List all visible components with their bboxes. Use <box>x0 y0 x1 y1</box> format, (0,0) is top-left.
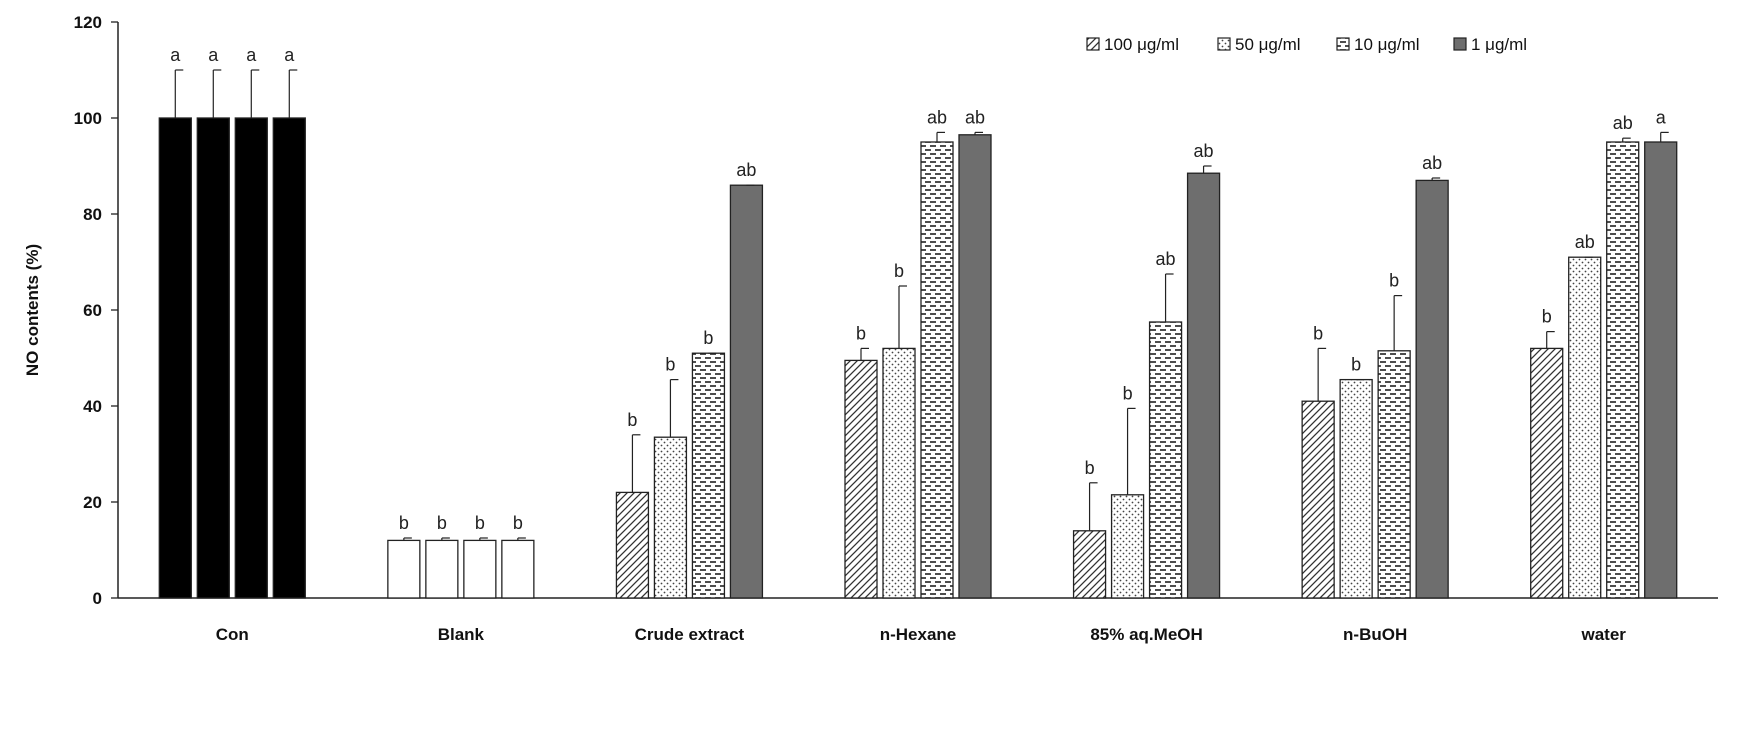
data-label: ab <box>1156 249 1176 269</box>
bar <box>1606 141 1640 599</box>
x-category-label: Blank <box>438 625 485 644</box>
y-tick-label: 40 <box>83 397 102 416</box>
x-category-label: Con <box>216 625 249 644</box>
bar <box>653 436 688 599</box>
data-label: a <box>208 45 219 65</box>
data-label: b <box>627 410 637 430</box>
y-tick-label: 60 <box>83 301 102 320</box>
bar <box>158 117 192 599</box>
bar <box>958 134 992 599</box>
data-label: b <box>665 355 675 375</box>
bar <box>501 539 535 599</box>
legend: 100 μg/ml 50 μg/ml 10 μg/ml 1 μg/ml <box>1086 35 1527 54</box>
y-tick-label: 20 <box>83 493 102 512</box>
data-label: ab <box>1194 141 1214 161</box>
x-category-label: water <box>1581 625 1627 644</box>
data-label: b <box>399 513 409 533</box>
bar <box>425 539 459 599</box>
bars <box>158 69 1678 599</box>
data-label: b <box>513 513 523 533</box>
bar <box>463 539 497 599</box>
data-label: a <box>284 45 295 65</box>
data-label: b <box>1313 323 1323 343</box>
bar <box>844 359 878 599</box>
bar <box>1377 350 1411 599</box>
bar <box>691 352 726 599</box>
bar <box>1644 141 1678 599</box>
data-label: b <box>1123 383 1133 403</box>
x-category-label: n-BuOH <box>1343 625 1407 644</box>
data-label: ab <box>927 107 947 127</box>
bar <box>1186 172 1221 599</box>
bar <box>387 539 421 599</box>
data-label: b <box>1389 271 1399 291</box>
bar <box>1568 256 1602 599</box>
bar <box>1415 179 1449 599</box>
data-label: ab <box>736 160 756 180</box>
x-category-label: 85% aq.MeOH <box>1090 625 1202 644</box>
bar <box>1339 378 1373 599</box>
bar <box>882 347 916 599</box>
legend-swatch <box>1217 37 1231 51</box>
bar <box>1148 321 1183 599</box>
data-label: b <box>856 323 866 343</box>
legend-swatch <box>1086 37 1100 51</box>
x-category-label: Crude extract <box>635 625 745 644</box>
data-label: a <box>170 45 181 65</box>
bar <box>615 491 650 599</box>
bar <box>272 117 306 599</box>
legend-label: 10 μg/ml <box>1354 35 1420 54</box>
bar <box>729 184 764 599</box>
data-label: b <box>703 328 713 348</box>
legend-swatch <box>1453 37 1467 51</box>
data-label: a <box>246 45 257 65</box>
legend-label: 1 μg/ml <box>1471 35 1527 54</box>
legend-label: 100 μg/ml <box>1104 35 1179 54</box>
legend-swatch <box>1336 37 1350 51</box>
bar <box>1072 530 1107 599</box>
data-label: a <box>1656 107 1667 127</box>
data-label: b <box>1085 458 1095 478</box>
y-axis-title: NO contents (%) <box>23 244 42 376</box>
y-tick-label: 100 <box>74 109 102 128</box>
data-label: b <box>475 513 485 533</box>
legend-label: 50 μg/ml <box>1235 35 1301 54</box>
bar <box>1110 494 1145 599</box>
data-label: ab <box>1422 153 1442 173</box>
data-label: ab <box>965 107 985 127</box>
data-label: ab <box>1613 113 1633 133</box>
bar <box>196 117 230 599</box>
data-label: b <box>894 261 904 281</box>
bar <box>1301 400 1335 599</box>
axes: 0 20 40 60 80 100 120 NO contents (%) <box>23 13 1718 608</box>
data-label: ab <box>1575 232 1595 252</box>
bar <box>234 117 268 599</box>
bar <box>920 141 954 599</box>
y-tick-label: 120 <box>74 13 102 32</box>
bar <box>1530 347 1564 599</box>
y-tick-label: 0 <box>93 589 102 608</box>
data-label: b <box>1542 307 1552 327</box>
x-category-label: n-Hexane <box>880 625 957 644</box>
data-label: b <box>437 513 447 533</box>
data-label: b <box>1351 355 1361 375</box>
y-tick-label: 80 <box>83 205 102 224</box>
